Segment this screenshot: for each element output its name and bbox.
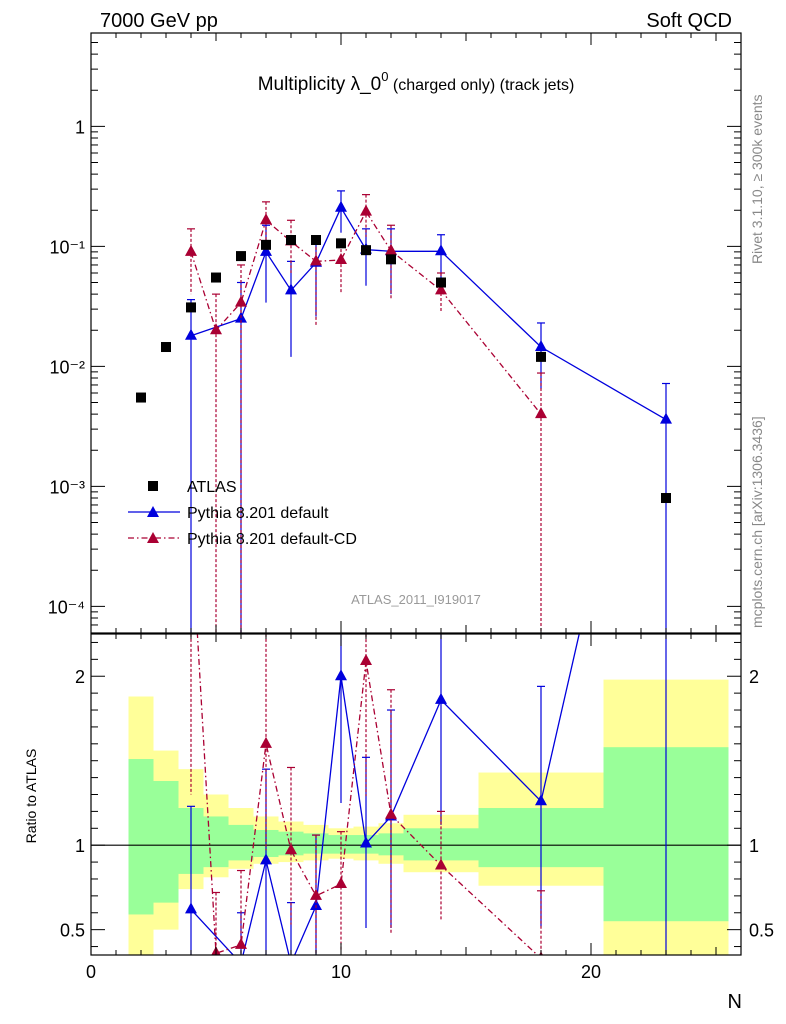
- default-cd-point: [360, 204, 372, 216]
- ratio-default-point: [360, 836, 372, 848]
- atlas-point: [311, 235, 321, 246]
- ratio-y-tick-label: 1: [749, 836, 759, 856]
- ratio-default-cd-point: [235, 937, 247, 949]
- ratio-default-point: [435, 692, 447, 704]
- ratio-ylabel: Ratio to ATLAS: [23, 749, 39, 844]
- atlas-point: [286, 235, 296, 246]
- x-tick-label: 20: [581, 962, 601, 982]
- ratio-default-point: [260, 853, 272, 865]
- default-cd-point: [435, 283, 447, 295]
- header-left: 7000 GeV pp: [100, 10, 218, 32]
- legend-label-atlas: ATLAS: [187, 479, 237, 496]
- atlas-point: [161, 342, 171, 353]
- rivet-label: Rivet 3.1.10, ≥ 300k events: [749, 94, 765, 264]
- atlas-point: [386, 254, 396, 265]
- ratio-default-point: [235, 956, 247, 967]
- y-tick-label: 10⁻⁴: [48, 597, 85, 617]
- plot-title-sup: 0: [381, 69, 388, 84]
- ratio-default-point: [310, 899, 322, 911]
- band-inner: [128, 759, 154, 915]
- ratio-default-cd-point: [385, 807, 397, 819]
- default-cd-point: [535, 407, 547, 419]
- band-inner: [228, 824, 254, 861]
- atlas-point: [136, 392, 146, 403]
- default-point: [260, 244, 272, 256]
- default-cd-point: [335, 252, 347, 264]
- ratio-default-point: [535, 794, 547, 806]
- default-point: [535, 340, 547, 352]
- header-right: Soft QCD: [646, 10, 732, 32]
- ratio-default-cd-point: [310, 888, 322, 900]
- default-cd-point: [210, 323, 222, 335]
- y-tick-label: 10⁻¹: [49, 237, 85, 257]
- ratio-default-cd-point: [335, 877, 347, 889]
- ratio-default-point: [185, 902, 197, 914]
- legend-marker-atlas: [148, 481, 158, 491]
- mcplots-label: mcplots.cern.ch [arXiv:1306.3436]: [749, 416, 765, 628]
- atlas-point: [361, 245, 371, 256]
- ratio-default-point: [660, 247, 672, 258]
- atlas-point: [336, 238, 346, 249]
- main-plot-marks: [136, 190, 672, 633]
- y-tick-label: 10⁻²: [49, 357, 85, 377]
- atlas-point: [211, 272, 221, 283]
- default-cd-point: [235, 295, 247, 307]
- ratio-default-cd-point: [260, 736, 272, 748]
- atlas-point: [236, 251, 246, 262]
- ratio-default-point: [285, 956, 297, 967]
- legend-marker-default: [147, 506, 159, 517]
- band-inner: [153, 780, 179, 903]
- plot-title: Multiplicity λ_00 (charged only) (track …: [258, 69, 575, 95]
- default-line: [190, 206, 667, 421]
- ratio-default-cd-point: [285, 843, 297, 855]
- ratio-y-tick-label: 0.5: [60, 921, 85, 941]
- x-axis-label: N: [728, 991, 742, 1013]
- plot-title-suffix: (charged only) (track jets): [388, 77, 574, 94]
- default-point: [660, 412, 672, 424]
- analysis-label: ATLAS_2011_I919017: [351, 592, 481, 607]
- atlas-point: [661, 493, 671, 504]
- default-point: [185, 328, 197, 340]
- default-cd-point: [385, 243, 397, 255]
- default-point: [285, 283, 297, 295]
- default-point: [435, 244, 447, 256]
- ratio-default-point: [335, 669, 347, 681]
- x-tick-label: 0: [86, 962, 96, 982]
- default-cd-point: [310, 254, 322, 266]
- atlas-point: [536, 351, 546, 362]
- legend: ATLAS Pythia 8.201 default Pythia 8.201 …: [128, 479, 357, 548]
- y-tick-label: 10⁻³: [49, 477, 85, 497]
- default-cd-point: [260, 213, 272, 225]
- atlas-point: [261, 239, 271, 250]
- default-point: [335, 200, 347, 212]
- atlas-point: [186, 302, 196, 313]
- band-inner: [203, 816, 229, 868]
- ratio-default-cd-point: [435, 858, 447, 870]
- default-cd-point: [185, 244, 197, 256]
- x-tick-label: 10: [331, 962, 351, 982]
- ratio-bands: [91, 679, 741, 955]
- legend-label-default: Pythia 8.201 default: [187, 505, 329, 522]
- ratio-default-cd-point: [360, 654, 372, 666]
- y-tick-label: 1: [75, 117, 85, 137]
- ratio-y-tick-label: 0.5: [749, 921, 774, 941]
- ratio-y-tick-label: 1: [75, 836, 85, 856]
- atlas-point: [436, 277, 446, 288]
- ratio-y-tick-label: 2: [75, 667, 85, 687]
- legend-label-cd: Pythia 8.201 default-CD: [187, 531, 357, 548]
- legend-marker-cd: [147, 532, 159, 543]
- ratio-y-tick-label: 2: [749, 667, 759, 687]
- axes: 0 10 20 1 10⁻¹ 10⁻² 10⁻³ 10⁻⁴ 0.5 0.5 1 1 2 2: [48, 32, 774, 982]
- plot-title-main: Multiplicity λ_0: [258, 74, 382, 95]
